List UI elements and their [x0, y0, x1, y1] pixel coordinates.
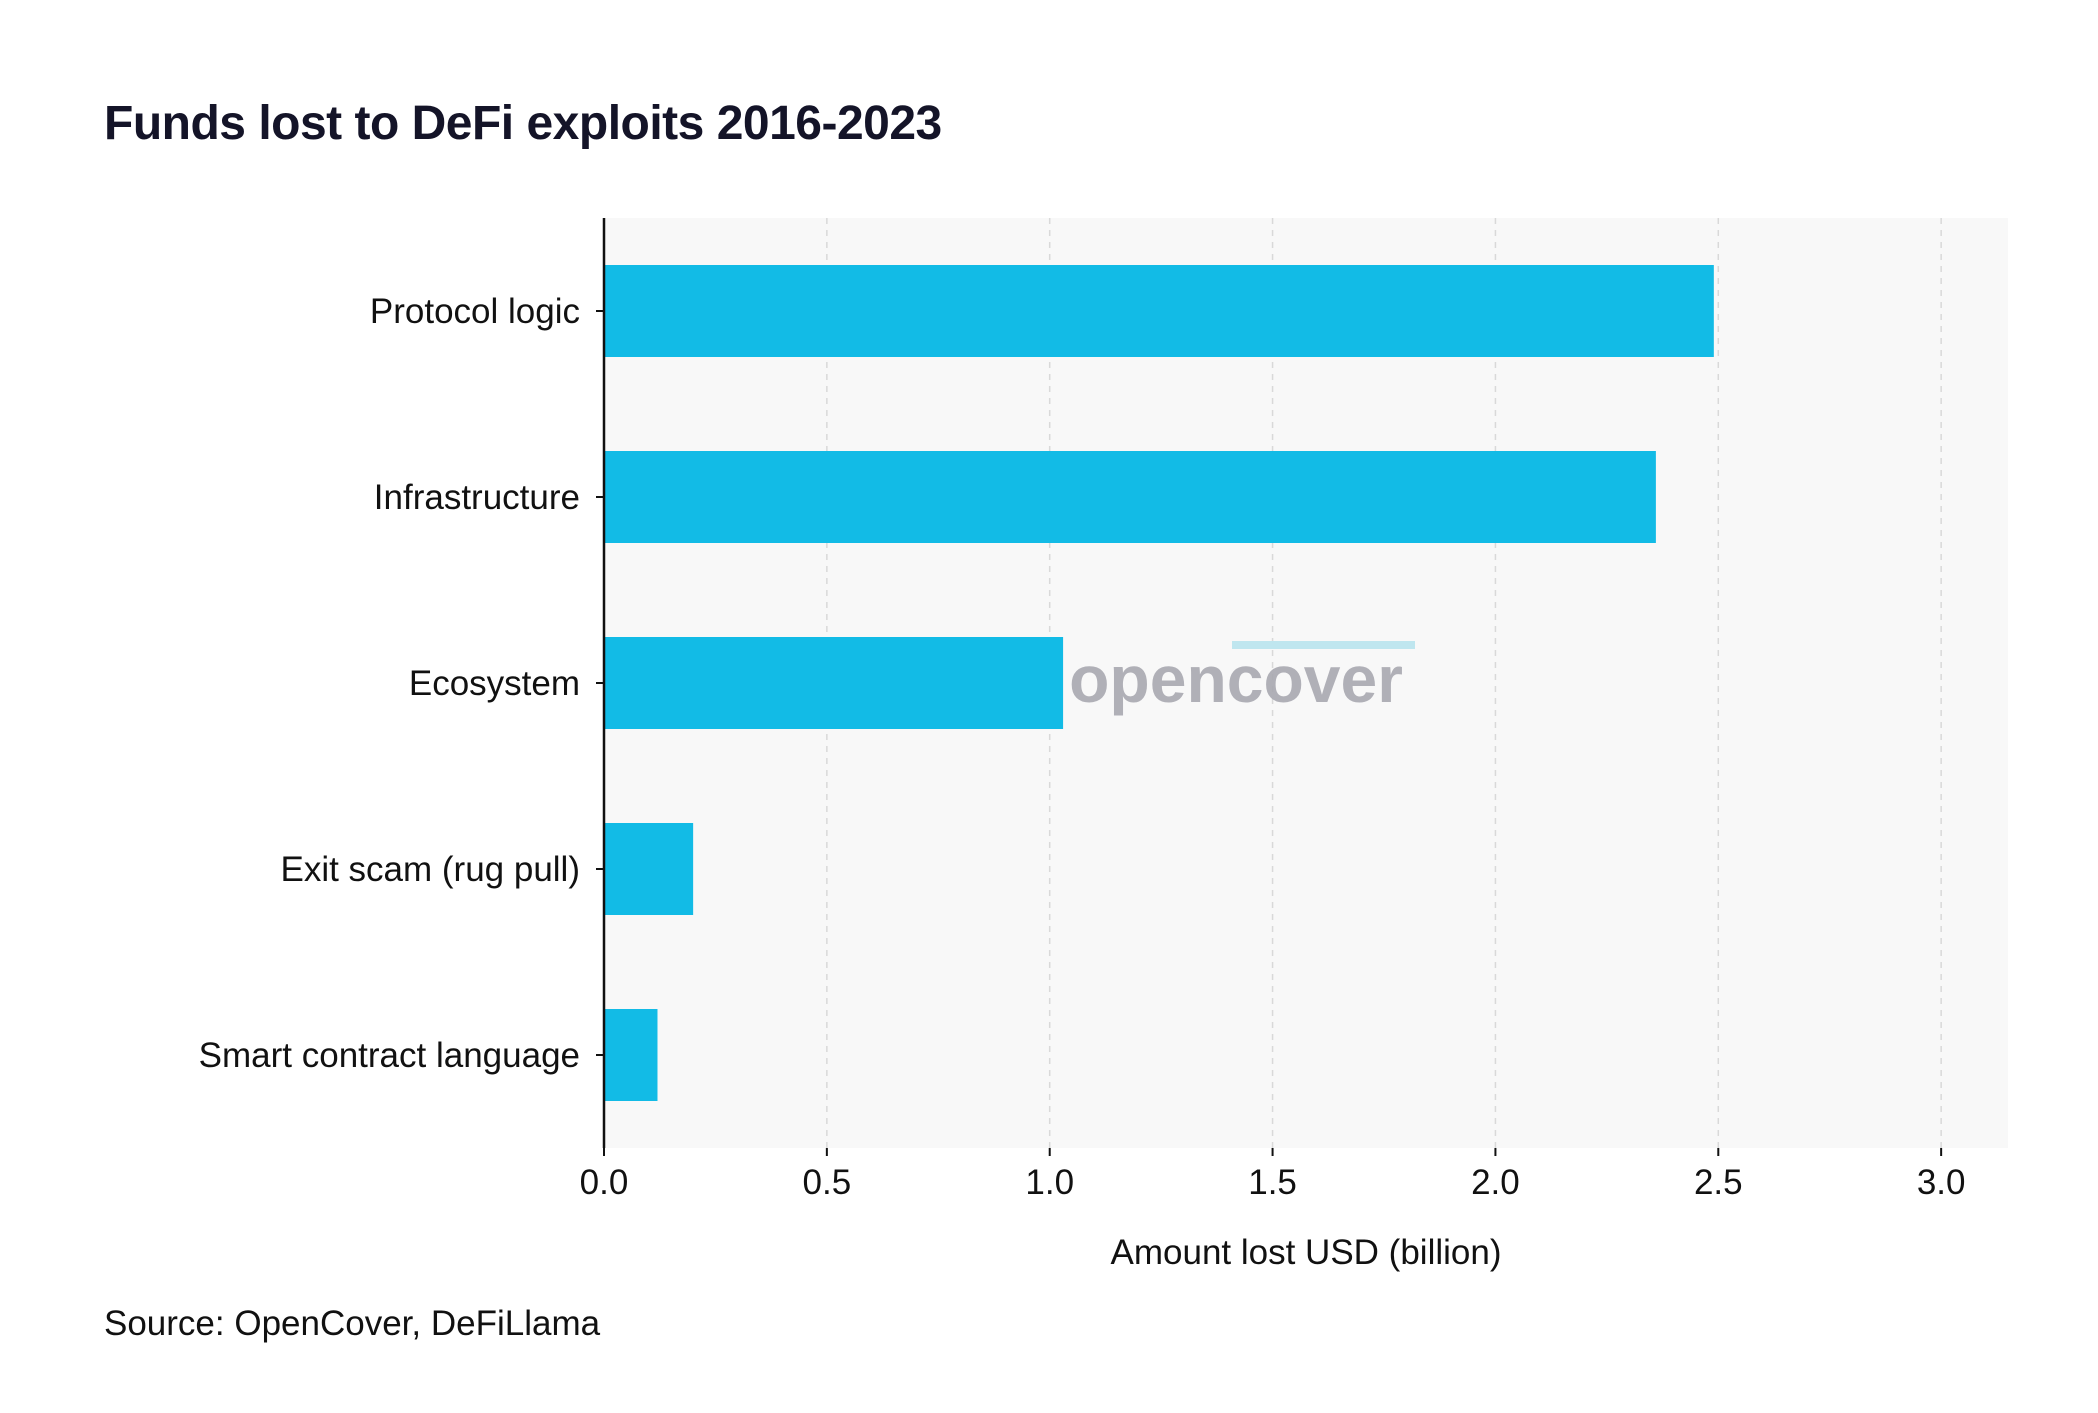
x-tick-label: 1.5	[1248, 1163, 1297, 1202]
y-tick-label: Exit scam (rug pull)	[280, 850, 580, 889]
y-tick-label: Ecosystem	[409, 664, 580, 703]
bar	[604, 823, 694, 915]
bar	[604, 451, 1656, 543]
watermark-text: opencover	[1069, 642, 1403, 716]
watermark-accent-bar	[1232, 641, 1415, 649]
y-tick-label: Smart contract language	[199, 1036, 580, 1075]
x-axis-title: Amount lost USD (billion)	[1111, 1233, 1502, 1272]
watermark: opencover	[1069, 641, 1415, 716]
bar	[604, 265, 1714, 357]
x-axis-ticks: 0.0 0.5 1.0 1.5 2.0 2.5 3.0	[580, 1148, 1966, 1202]
source-note: Source: OpenCover, DeFiLlama	[104, 1304, 601, 1343]
bar	[604, 637, 1064, 729]
x-tick-label: 2.0	[1471, 1163, 1520, 1202]
x-tick-label: 3.0	[1917, 1163, 1966, 1202]
x-tick-label: 0.0	[580, 1163, 629, 1202]
x-tick-label: 1.0	[1025, 1163, 1074, 1202]
x-tick-label: 2.5	[1694, 1163, 1743, 1202]
y-tick-label: Infrastructure	[374, 478, 580, 517]
bar-series	[604, 265, 1714, 1101]
y-axis-ticks: Protocol logic Infrastructure Ecosystem Exi…	[199, 292, 604, 1075]
x-tick-label: 0.5	[803, 1163, 852, 1202]
bar	[604, 1009, 658, 1101]
y-tick-label: Protocol logic	[370, 292, 580, 331]
chart-title: Funds lost to DeFi exploits 2016-2023	[104, 97, 942, 150]
